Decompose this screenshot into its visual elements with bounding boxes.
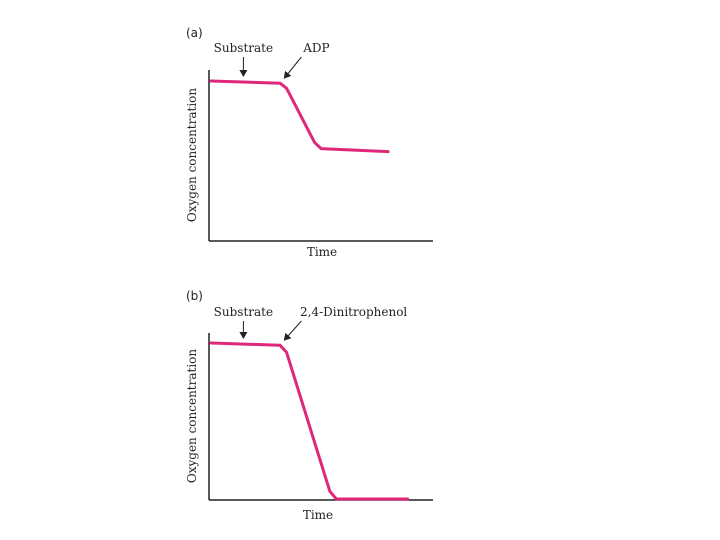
y-axis-label-a: Oxygen concentration bbox=[185, 88, 199, 223]
panel-label-b: (b) bbox=[186, 289, 203, 303]
arrow-adp bbox=[283, 56, 302, 79]
panel-label-a: (a) bbox=[186, 26, 203, 40]
x-axis-label-b: Time bbox=[303, 508, 333, 522]
x-axis-label-a: Time bbox=[307, 245, 337, 259]
annotation-substrate-a: Substrate bbox=[214, 41, 273, 55]
panel-a: (a) Substrate ADP Time Oxygen concentrat… bbox=[185, 26, 433, 259]
oxygen-line-a bbox=[209, 79, 390, 154]
annotation-dinitrophenol: 2,4-Dinitrophenol bbox=[300, 305, 407, 319]
oxygen-line-b bbox=[209, 341, 410, 501]
annotation-adp: ADP bbox=[302, 41, 329, 55]
annotation-substrate-b: Substrate bbox=[214, 305, 273, 319]
y-axis-label-b: Oxygen concentration bbox=[185, 349, 199, 484]
panel-b: (b) Substrate 2,4-Dinitrophenol Time Oxy… bbox=[185, 289, 433, 522]
arrow-dinitrophenol bbox=[283, 320, 302, 341]
